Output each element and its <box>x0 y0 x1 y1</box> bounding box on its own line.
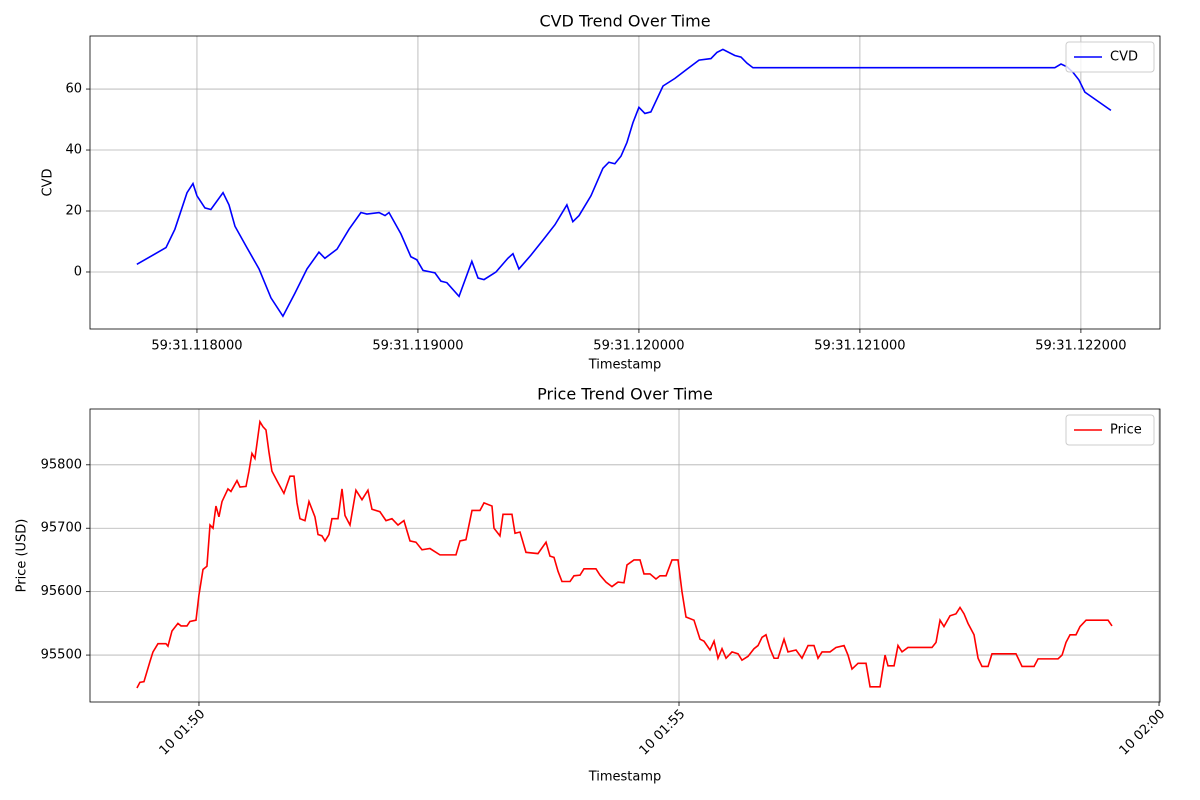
data-line <box>136 419 1113 689</box>
legend: Price <box>1065 414 1155 446</box>
y-tick-label: 95800 <box>41 457 82 472</box>
x-axis-label: Timestamp <box>588 358 662 373</box>
legend: CVD <box>1065 41 1155 73</box>
legend-label: CVD <box>1110 50 1138 65</box>
chart-title: CVD Trend Over Time <box>539 12 710 31</box>
data-line <box>136 48 1112 318</box>
y-tick-label: 0 <box>74 264 82 279</box>
x-tick-label: 59:31.120000 <box>593 339 684 354</box>
y-axis-label: CVD <box>41 169 56 197</box>
y-tick-label: 40 <box>65 143 82 158</box>
y-tick-label: 95700 <box>41 521 82 536</box>
x-tick-label: 10 01:55 <box>637 707 689 759</box>
x-tick-label: 10 01:50 <box>157 707 209 759</box>
y-tick-label: 95500 <box>41 648 82 663</box>
subplot: Price Trend Over Time 10 01:50 10 01:55 10 … <box>15 385 1169 785</box>
legend-box <box>1065 41 1155 73</box>
y-tick-label: 20 <box>65 204 82 219</box>
y-tick-label: 60 <box>65 82 82 97</box>
subplot: CVD Trend Over Time 59:31.118000 59:31.119… <box>41 12 1161 373</box>
legend-label: Price <box>1110 423 1142 438</box>
y-axis-label: Price (USD) <box>15 519 30 593</box>
plot-frame <box>89 35 1161 330</box>
chart-title: Price Trend Over Time <box>537 385 713 404</box>
x-tick-label: 59:31.118000 <box>151 339 242 354</box>
legend-box <box>1065 414 1155 446</box>
x-tick-label: 59:31.119000 <box>372 339 463 354</box>
y-tick-label: 95600 <box>41 584 82 599</box>
x-tick-label: 10 02:00 <box>1117 707 1169 759</box>
x-axis-label: Timestamp <box>588 770 662 785</box>
plot-frame <box>89 408 1161 703</box>
x-tick-label: 59:31.121000 <box>814 339 905 354</box>
x-tick-label: 59:31.122000 <box>1035 339 1126 354</box>
